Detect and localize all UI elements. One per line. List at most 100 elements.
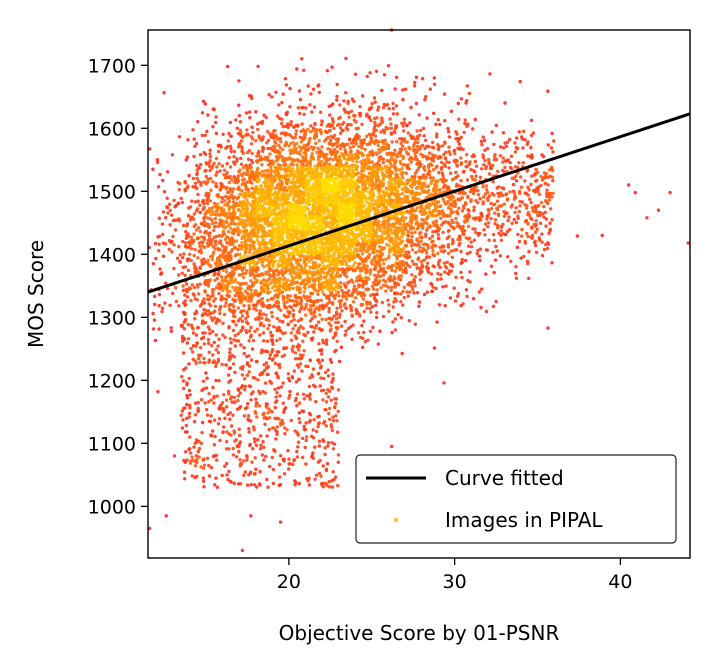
data-point xyxy=(385,103,390,107)
data-point xyxy=(525,231,529,236)
data-point xyxy=(264,270,268,274)
data-point xyxy=(288,294,293,298)
data-point xyxy=(498,145,503,149)
data-point xyxy=(333,397,337,401)
data-point xyxy=(426,184,430,188)
data-point xyxy=(188,252,192,256)
data-point xyxy=(218,287,222,291)
data-point xyxy=(310,110,314,114)
data-point xyxy=(472,238,477,242)
data-point xyxy=(551,179,555,183)
data-point xyxy=(266,146,270,151)
data-point xyxy=(309,124,313,128)
data-point xyxy=(407,281,412,285)
data-point xyxy=(213,240,217,244)
data-point xyxy=(393,317,398,321)
data-point xyxy=(235,126,239,130)
data-point xyxy=(291,286,295,291)
data-point xyxy=(230,242,235,246)
data-point xyxy=(178,253,182,257)
data-point xyxy=(296,433,300,437)
data-point xyxy=(501,156,505,160)
data-point xyxy=(212,394,216,399)
data-point xyxy=(196,450,200,454)
data-point xyxy=(342,107,346,111)
data-point xyxy=(157,234,162,238)
data-point xyxy=(338,312,342,316)
data-point xyxy=(354,134,358,138)
data-point xyxy=(217,234,222,238)
data-point xyxy=(240,134,244,138)
data-point xyxy=(214,243,218,247)
data-point xyxy=(283,406,288,410)
data-point xyxy=(249,333,253,338)
data-point xyxy=(243,377,247,381)
data-point xyxy=(462,169,466,174)
data-point xyxy=(218,438,222,443)
data-point xyxy=(526,222,530,226)
data-point xyxy=(217,272,221,277)
data-point xyxy=(373,265,378,270)
data-point xyxy=(396,312,400,317)
data-point xyxy=(389,126,393,130)
data-point xyxy=(323,139,327,143)
data-point xyxy=(326,395,331,399)
data-point xyxy=(218,169,222,173)
data-point xyxy=(308,136,312,141)
data-point xyxy=(227,207,231,212)
data-point xyxy=(331,372,335,376)
data-point xyxy=(317,361,322,365)
data-point xyxy=(398,159,402,164)
data-point xyxy=(211,385,215,390)
data-point xyxy=(217,241,222,245)
data-point xyxy=(196,236,201,240)
data-point xyxy=(375,116,379,120)
data-point xyxy=(206,180,210,184)
data-point xyxy=(214,361,219,365)
data-point xyxy=(226,290,230,294)
data-point xyxy=(532,205,536,209)
data-point xyxy=(476,193,481,197)
data-point xyxy=(332,314,336,318)
data-point xyxy=(340,122,345,127)
data-point xyxy=(428,224,432,228)
data-point xyxy=(277,417,281,421)
data-point xyxy=(405,166,410,170)
data-point xyxy=(207,400,211,404)
data-point xyxy=(296,106,300,110)
data-point xyxy=(479,305,483,310)
data-point xyxy=(161,178,165,183)
data-point xyxy=(373,298,378,302)
data-point xyxy=(409,105,413,110)
data-point xyxy=(203,102,208,106)
data-point xyxy=(245,168,250,172)
data-point xyxy=(337,116,341,121)
data-point xyxy=(498,154,502,158)
data-point xyxy=(267,323,271,327)
data-point xyxy=(418,231,422,236)
data-point xyxy=(192,154,196,159)
data-point xyxy=(340,128,344,133)
data-point xyxy=(241,151,245,155)
data-point xyxy=(167,202,172,206)
data-point xyxy=(442,92,447,96)
data-point xyxy=(514,145,518,150)
data-point xyxy=(302,424,306,429)
data-point xyxy=(213,221,218,225)
data-point xyxy=(338,131,343,135)
data-point xyxy=(227,358,231,362)
data-point xyxy=(416,161,420,165)
data-point xyxy=(336,483,340,488)
data-point xyxy=(232,149,237,154)
data-point xyxy=(181,418,185,422)
data-point xyxy=(332,148,337,152)
data-point xyxy=(439,216,443,220)
data-point xyxy=(378,256,382,260)
data-point xyxy=(361,169,366,173)
data-point xyxy=(346,101,350,106)
data-point xyxy=(326,147,330,151)
data-point xyxy=(284,142,288,146)
data-point xyxy=(258,120,262,125)
data-point xyxy=(546,242,551,246)
data-point xyxy=(237,433,242,438)
